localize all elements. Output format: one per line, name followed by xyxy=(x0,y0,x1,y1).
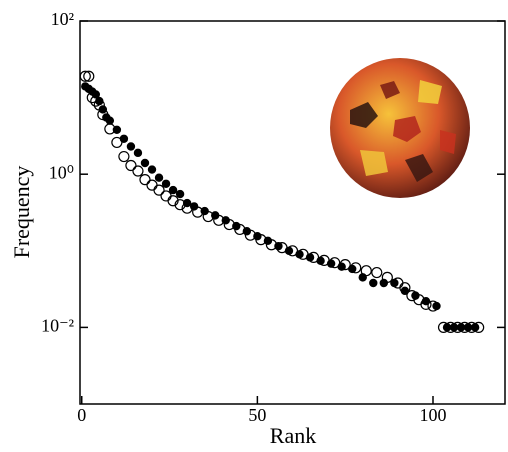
filled-point xyxy=(316,256,325,266)
y-tick-label: 10² xyxy=(51,9,74,29)
sphere-inset xyxy=(330,58,470,198)
filled-point xyxy=(379,278,389,288)
filled-point xyxy=(442,323,452,332)
x-tick-label: 50 xyxy=(248,405,266,425)
open-point xyxy=(79,70,91,82)
filled-point xyxy=(242,227,252,236)
filled-point xyxy=(358,273,367,282)
filled-point xyxy=(274,241,283,251)
filled-point xyxy=(168,185,178,195)
filled-point xyxy=(284,246,294,255)
open-point xyxy=(132,165,144,177)
filled-point xyxy=(147,165,157,174)
filled-point xyxy=(463,323,473,332)
x-axis-label: Rank xyxy=(270,423,316,448)
filled-point xyxy=(140,158,150,168)
open-point xyxy=(83,70,95,82)
filled-point xyxy=(161,179,171,188)
filled-point xyxy=(232,221,241,231)
filled-point xyxy=(411,291,420,300)
open-point xyxy=(167,195,179,207)
filled-point xyxy=(105,116,115,125)
filled-point xyxy=(253,232,262,241)
y-tick-label: 10⁻² xyxy=(41,316,74,336)
filled-point xyxy=(432,301,441,311)
filled-point xyxy=(369,278,378,288)
filled-point xyxy=(263,236,273,246)
open-point xyxy=(371,266,383,279)
filled-point xyxy=(211,211,220,220)
y-axis-label: Frequency xyxy=(9,166,34,259)
filled-point xyxy=(348,264,357,274)
filled-point xyxy=(98,105,108,114)
filled-point xyxy=(470,323,480,332)
filled-point xyxy=(175,189,185,199)
open-point xyxy=(153,184,165,196)
filled-point xyxy=(200,206,209,216)
x-tick-label: 0 xyxy=(77,405,86,425)
filled-point xyxy=(91,90,101,99)
filled-point xyxy=(221,216,230,225)
filled-point xyxy=(133,148,143,158)
filled-point xyxy=(456,323,466,332)
y-tick-label: 10⁰ xyxy=(49,162,74,182)
filled-point xyxy=(119,134,129,143)
filled-point xyxy=(295,250,304,259)
filled-point xyxy=(112,125,122,134)
filled-point xyxy=(449,323,459,332)
filled-point xyxy=(337,262,346,271)
filled-point xyxy=(400,286,410,296)
filled-point xyxy=(326,259,336,268)
open-point xyxy=(146,179,158,191)
open-point xyxy=(125,159,137,172)
filled-point xyxy=(154,173,164,182)
filled-point xyxy=(189,202,199,211)
filled-point xyxy=(390,278,399,288)
open-point xyxy=(118,150,130,163)
filled-point xyxy=(421,296,431,306)
open-point xyxy=(139,174,151,186)
filled-point xyxy=(126,142,136,151)
filled-point xyxy=(305,253,315,262)
plot-frame xyxy=(79,20,506,405)
open-point xyxy=(160,190,172,202)
filled-point xyxy=(95,96,104,106)
x-tick-label: 100 xyxy=(419,405,446,425)
filled-point xyxy=(182,198,192,208)
